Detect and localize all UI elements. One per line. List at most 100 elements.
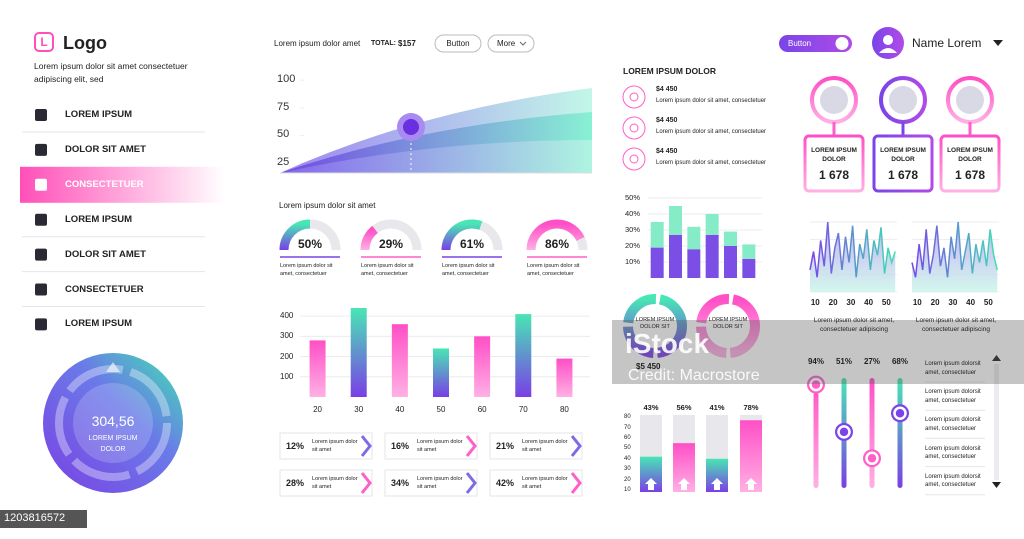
nav-icon[interactable] — [35, 178, 47, 191]
scroll-down[interactable] — [992, 482, 1001, 488]
x-tick-label: 50 — [436, 405, 446, 414]
tile-caption[interactable]: Lorem ipsum dolor sit amet — [522, 439, 568, 453]
stacked-segment — [687, 226, 701, 250]
nav-icon[interactable] — [35, 318, 47, 331]
gauge-outer — [43, 353, 183, 493]
tile-caption[interactable]: Lorem ipsum dolor sit amet — [417, 476, 463, 490]
nav-icon[interactable] — [35, 248, 47, 261]
finance-icon — [622, 116, 646, 140]
avatar-body — [879, 48, 897, 53]
tile[interactable] — [279, 432, 373, 460]
watermark-band — [612, 320, 1024, 384]
list-item[interactable]: Lorem ipsum dolorsit amet, consectetuer — [925, 445, 981, 461]
nav-item[interactable]: DOLOR SIT AMET — [65, 143, 146, 155]
tile-chevron — [465, 435, 477, 457]
list-item[interactable]: Lorem ipsum dolorsit amet, consectetuer — [925, 417, 981, 432]
x-tick-label: 40 — [864, 298, 874, 307]
toggle-label[interactable]: Button — [788, 39, 812, 48]
x-tick-label: 70 — [518, 405, 528, 414]
nav-item[interactable]: CONSECTETUER — [65, 283, 144, 295]
nav-item[interactable]: LOREM IPSUM — [65, 213, 133, 225]
donut-arc — [360, 225, 379, 251]
tile-caption[interactable]: Lorem ipsum dolor sit amet — [312, 476, 358, 490]
finance-text: Lorem ipsum dolor sit amet, consectetuer — [656, 98, 767, 104]
y-tick-label: 20% — [625, 241, 641, 250]
nav-item[interactable]: LOREM IPSUM — [65, 109, 133, 120]
tile-caption[interactable]: Lorem ipsum dolor sit amet — [522, 476, 568, 490]
total-label: TOTAL: — [371, 40, 397, 47]
list-item[interactable]: Lorem ipsum dolorsit amet, consectetuer — [925, 473, 981, 489]
nav-icon[interactable] — [35, 109, 47, 121]
logo-text: Logo — [63, 33, 107, 53]
x-tick-label: 10 — [912, 298, 922, 307]
nav-item[interactable]: LOREM IPSUM — [65, 318, 133, 330]
progress-label: 56% — [676, 403, 692, 412]
tile-value[interactable]: 21% — [496, 441, 515, 451]
list-item[interactable]: Lorem ipsum dolorsit amet, consectetuer — [925, 361, 981, 376]
progress-label: 78% — [743, 403, 759, 412]
line-area — [810, 222, 896, 292]
line-caption: Lorem ipsum dolor sit amet, consectetuer… — [813, 317, 895, 333]
card-value: 1 678 — [887, 168, 919, 182]
more-outline[interactable] — [487, 34, 535, 53]
id-box — [0, 510, 87, 528]
y-tick-label: 30 — [624, 466, 631, 473]
stacked-segment — [724, 231, 737, 246]
slider-knob-ring — [837, 425, 851, 439]
nav-icon[interactable] — [35, 143, 47, 156]
user-name[interactable]: Name Lorem — [912, 36, 982, 50]
tile[interactable] — [384, 469, 478, 497]
button-outline[interactable] — [434, 34, 482, 53]
donut-caption: Lorem ipsum dolor sit amet, consectetuer — [527, 263, 580, 277]
scrollbar-track[interactable] — [994, 364, 999, 480]
bar — [391, 324, 408, 397]
finance-title: LOREM IPSUM DOLOR — [623, 66, 717, 76]
line-area — [912, 222, 998, 292]
tile[interactable] — [489, 469, 583, 497]
tile[interactable] — [279, 469, 373, 497]
y-tick-label: 10% — [625, 257, 641, 266]
y-tick-label: 40 — [624, 455, 631, 462]
y-tick-label: 30% — [625, 225, 641, 234]
logo-letter: L — [40, 35, 48, 49]
scroll-up[interactable] — [992, 355, 1001, 361]
finance-icon — [622, 85, 646, 109]
bar — [474, 336, 491, 397]
area-layer — [280, 140, 592, 173]
y-tick-label: 50% — [625, 193, 641, 202]
card-icon-inner — [820, 86, 848, 114]
tile-value[interactable]: 28% — [286, 478, 305, 488]
toggle[interactable] — [779, 35, 852, 52]
tile[interactable] — [384, 432, 478, 460]
y-tick-label: 60 — [624, 435, 631, 441]
card-title: LOREM IPSUM DOLOR — [811, 147, 857, 163]
tile-value[interactable]: 16% — [391, 441, 410, 451]
nav-item[interactable]: DOLOR SIT AMET — [65, 248, 146, 260]
stacked-segment — [669, 234, 682, 278]
list-item[interactable]: Lorem ipsum dolorsit amet, consectetuer — [925, 389, 981, 404]
gauge-inner — [73, 383, 153, 463]
card-icon-inner — [956, 86, 984, 114]
nav-icon[interactable] — [35, 283, 47, 296]
tile-value[interactable]: 42% — [496, 478, 515, 488]
donut-label: 29% — [378, 237, 404, 251]
tile-caption[interactable]: Lorem ipsum dolor sit amet — [312, 439, 358, 453]
tile-value[interactable]: 34% — [391, 478, 410, 488]
tile-value[interactable]: 12% — [286, 441, 305, 451]
x-tick-label: 80 — [559, 405, 569, 414]
nav-icon[interactable] — [35, 213, 47, 226]
x-tick-label: 20 — [828, 298, 838, 307]
gauge-label: LOREM IPSUM DOLOR — [88, 435, 138, 453]
finance-icon-dot — [629, 154, 639, 164]
button[interactable]: Button — [446, 39, 470, 48]
more-button[interactable]: More — [497, 39, 516, 48]
tile-chevron — [570, 435, 582, 457]
y-tick-label: 50 — [277, 128, 290, 141]
tile[interactable] — [489, 432, 583, 460]
donut-caption: Lorem ipsum dolor sit amet, consectetuer — [361, 263, 414, 277]
tagline: Lorem ipsum dolor sit amet consectetuer … — [34, 61, 188, 84]
tile-caption[interactable]: Lorem ipsum dolor sit amet — [417, 439, 463, 453]
nav-item[interactable]: CONSECTETUER — [65, 178, 144, 190]
card-icon-inner — [889, 86, 917, 114]
donut-caption: Lorem ipsum dolor sit amet, consectetuer — [280, 263, 333, 277]
